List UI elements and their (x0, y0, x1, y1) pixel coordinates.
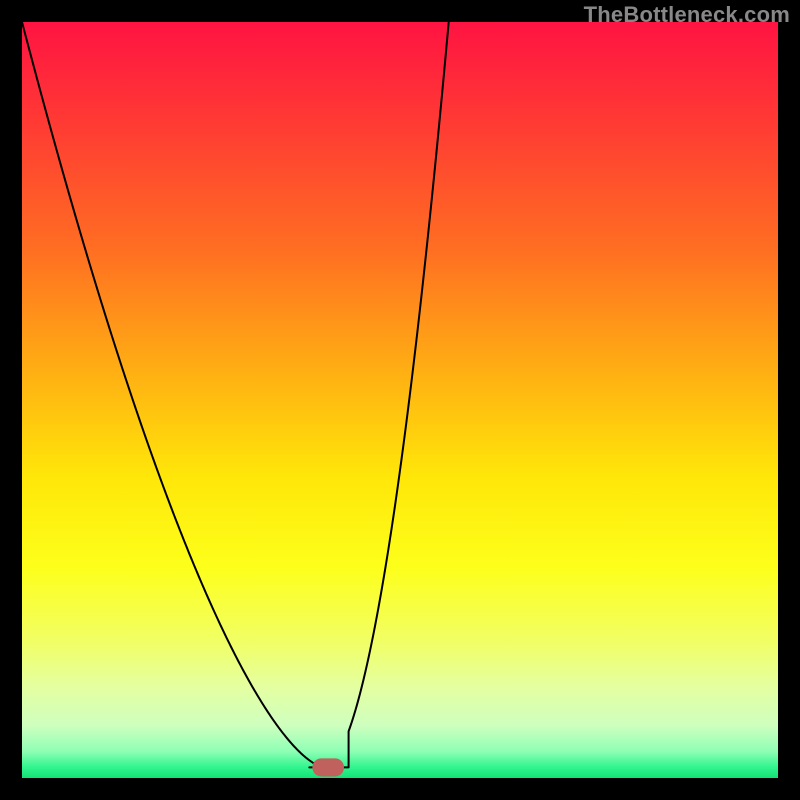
watermark-text: TheBottleneck.com (584, 2, 790, 28)
plot-svg (22, 22, 778, 778)
plot-area (22, 22, 778, 778)
apex-marker (312, 758, 344, 776)
gradient-background (22, 22, 778, 778)
